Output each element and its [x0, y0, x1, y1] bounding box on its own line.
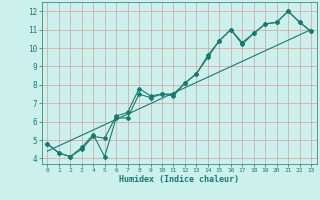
X-axis label: Humidex (Indice chaleur): Humidex (Indice chaleur): [119, 175, 239, 184]
